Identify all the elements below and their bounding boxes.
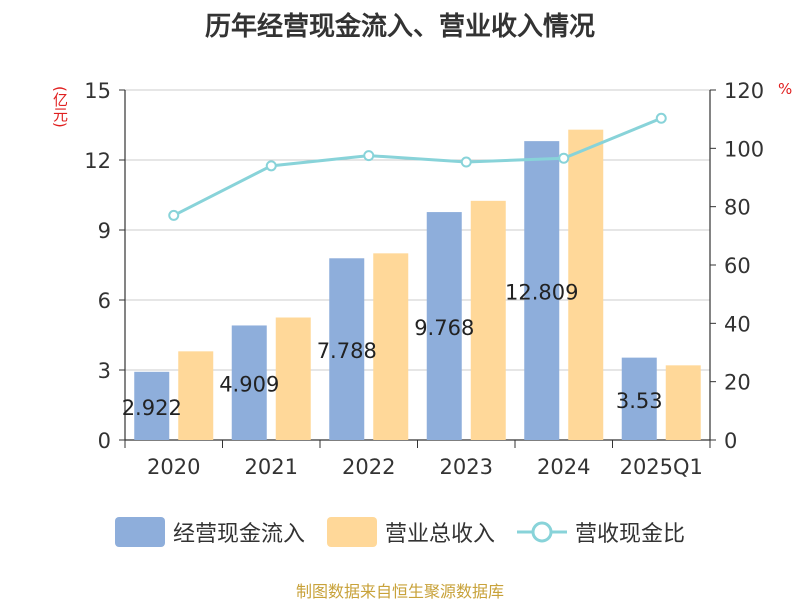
ratio-line (173, 116, 662, 217)
legend-swatch-ratio (517, 521, 567, 543)
x-axis-tick-label: 2020 (147, 455, 200, 479)
left-axis-tick-label: 12 (84, 149, 111, 173)
right-axis-tick-label: 40 (724, 312, 751, 336)
bar-cash-inflow (329, 258, 365, 440)
ratio-point (655, 112, 667, 124)
left-axis-unit: (亿元) (51, 86, 69, 128)
legend-item-cash-inflow[interactable]: 经营现金流入 (114, 516, 305, 548)
bar-cash-inflow (621, 357, 657, 440)
left-axis-tick-label: 15 (84, 79, 111, 103)
legend-swatch-revenue (326, 517, 377, 547)
bar-cash-inflow (524, 141, 560, 440)
data-source-note: 制图数据来自恒生聚源数据库 (295, 582, 504, 601)
bar-revenue (665, 365, 701, 440)
right-axis-tick-label: 80 (724, 196, 751, 220)
legend-label-cash-inflow: 经营现金流入 (172, 522, 305, 547)
legend-item-ratio[interactable]: 营收现金比 (517, 516, 685, 548)
x-axis-tick-label: 2024 (537, 455, 590, 479)
bar-cash-inflow (134, 371, 170, 440)
data-label-cash-inflow: 3.53 (616, 389, 663, 413)
left-axis-tick-label: 6 (98, 289, 111, 313)
legend-swatch-cash-inflow (114, 517, 165, 547)
legend: 经营现金流入 营业总收入 营收现金比 (0, 516, 800, 548)
x-axis-tick-label: 2025Q1 (620, 455, 703, 479)
right-axis-tick-label: 20 (724, 371, 751, 395)
bar-cash-inflow (231, 325, 267, 440)
left-axis-tick-label: 9 (98, 219, 111, 243)
data-label-cash-inflow: 4.909 (219, 373, 279, 397)
right-axis-unit: % (778, 80, 793, 98)
x-axis-tick-label: 2022 (342, 455, 395, 479)
x-axis-tick-label: 2023 (440, 455, 493, 479)
bar-revenue (178, 351, 214, 440)
left-axis-tick-label: 3 (98, 359, 111, 383)
legend-label-ratio: 营收现金比 (575, 522, 686, 547)
bar-cash-inflow (426, 212, 462, 440)
ratio-point (168, 209, 180, 221)
data-label-cash-inflow: 2.922 (122, 396, 182, 420)
right-axis-tick-label: 60 (724, 254, 751, 278)
right-axis-tick-label: 120 (724, 79, 764, 103)
right-axis-tick-label: 100 (724, 137, 764, 161)
ratio-point (265, 160, 277, 172)
right-axis-tick-label: 0 (724, 429, 737, 453)
bar-revenue (373, 253, 409, 440)
data-label-cash-inflow: 9.768 (414, 316, 474, 340)
legend-label-revenue: 营业总收入 (384, 522, 495, 547)
legend-item-revenue[interactable]: 营业总收入 (326, 516, 495, 548)
data-label-cash-inflow: 12.809 (505, 281, 578, 305)
bar-revenue (275, 317, 311, 440)
left-axis-tick-label: 0 (98, 429, 111, 453)
bar-revenue (470, 200, 506, 440)
data-label-cash-inflow: 7.788 (317, 339, 377, 363)
bar-revenue (568, 129, 604, 440)
chart-title: 历年经营现金流入、营业收入情况 (204, 12, 595, 42)
ratio-point (460, 156, 472, 168)
x-axis-tick-label: 2021 (245, 455, 298, 479)
ratio-point (363, 150, 375, 162)
ratio-point (558, 152, 570, 164)
